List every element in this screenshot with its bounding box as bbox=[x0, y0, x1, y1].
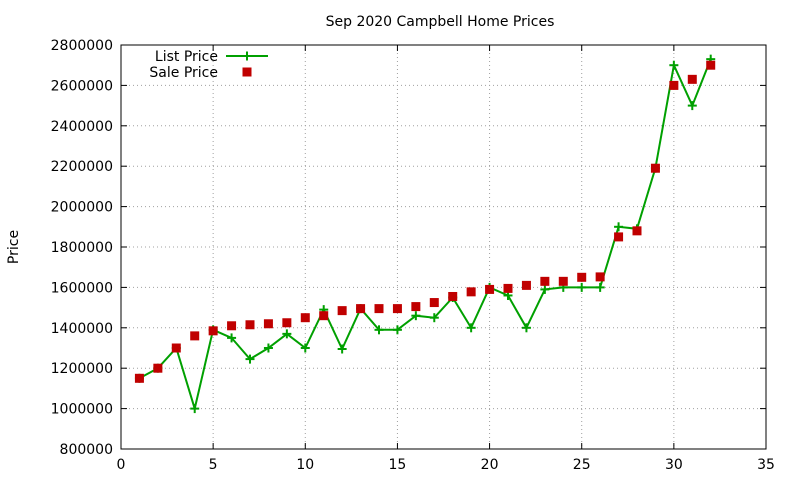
x-tick-label: 35 bbox=[757, 457, 775, 473]
x-tick-label: 15 bbox=[389, 457, 407, 473]
sale-price-point bbox=[300, 313, 310, 323]
list-price-point bbox=[190, 404, 200, 414]
legend-label-list-price: List Price bbox=[155, 49, 218, 65]
list-price-point bbox=[577, 282, 587, 292]
list-price-point bbox=[595, 282, 605, 292]
x-tick-label: 5 bbox=[209, 457, 218, 473]
list-price-line bbox=[138, 58, 712, 413]
x-tick-label: 30 bbox=[665, 457, 683, 473]
legend-marker-list-price bbox=[242, 51, 252, 61]
sale-price-point bbox=[171, 343, 181, 353]
list-price-point bbox=[282, 329, 292, 339]
sale-price-point bbox=[448, 291, 458, 301]
x-tick-label: 0 bbox=[117, 457, 126, 473]
y-tick-label: 2200000 bbox=[51, 159, 113, 175]
sale-price-point bbox=[429, 298, 439, 308]
sale-price-point bbox=[577, 272, 587, 282]
sale-price-point bbox=[411, 302, 421, 312]
y-axis: 800000 1000000 1200000 1400000 1600000 180000… bbox=[51, 38, 766, 458]
sale-price-point bbox=[227, 321, 237, 331]
sale-price-point bbox=[337, 306, 347, 316]
y-tick-label: 2400000 bbox=[51, 119, 113, 135]
series-lines bbox=[138, 58, 712, 413]
sale-price-point bbox=[392, 304, 402, 314]
y-tick-label: 1400000 bbox=[51, 321, 113, 337]
x-axis: 0 5 10 15 20 25 30 35 bbox=[117, 45, 775, 473]
sale-price-point bbox=[134, 373, 144, 383]
x-tick-label: 20 bbox=[481, 457, 499, 473]
legend-marker-sale-price bbox=[242, 67, 252, 77]
sale-price-point bbox=[595, 272, 605, 282]
y-tick-label: 1000000 bbox=[51, 402, 113, 418]
sale-price-point bbox=[669, 80, 679, 90]
y-tick-label: 1600000 bbox=[51, 280, 113, 296]
list-price-point bbox=[300, 343, 310, 353]
sale-price-point bbox=[558, 276, 568, 286]
sale-price-point bbox=[614, 232, 624, 242]
sale-price-point bbox=[521, 280, 531, 290]
y-tick-label: 800000 bbox=[60, 442, 113, 458]
sale-price-point bbox=[153, 363, 163, 373]
sale-price-point bbox=[540, 276, 550, 286]
sale-price-point bbox=[319, 311, 329, 321]
list-price-point bbox=[429, 313, 439, 323]
sale-price-point bbox=[245, 320, 255, 330]
list-price-point bbox=[245, 354, 255, 364]
list-price-point bbox=[392, 325, 402, 335]
list-price-point bbox=[337, 344, 347, 354]
sale-price-point bbox=[503, 283, 513, 293]
y-tick-label: 2800000 bbox=[51, 38, 113, 54]
sale-price-point bbox=[485, 284, 495, 294]
grid bbox=[121, 45, 766, 449]
series-points bbox=[134, 54, 716, 414]
list-price-point bbox=[411, 311, 421, 321]
sale-price-point bbox=[466, 287, 476, 297]
y-tick-label: 1800000 bbox=[51, 240, 113, 256]
sale-price-point bbox=[263, 319, 273, 329]
y-tick-label: 2600000 bbox=[51, 78, 113, 94]
sale-price-point bbox=[374, 304, 384, 314]
list-price-point bbox=[614, 222, 624, 232]
sale-price-point bbox=[208, 326, 218, 336]
list-price-point bbox=[669, 60, 679, 70]
sale-price-point bbox=[632, 226, 642, 236]
y-tick-label: 2000000 bbox=[51, 200, 113, 216]
list-price-point bbox=[374, 325, 384, 335]
y-axis-label: Price bbox=[6, 230, 22, 264]
sale-price-point bbox=[687, 74, 697, 84]
chart-title: Sep 2020 Campbell Home Prices bbox=[326, 14, 555, 30]
legend-label-sale-price: Sale Price bbox=[149, 65, 218, 81]
sale-price-point bbox=[282, 318, 292, 328]
sale-price-point bbox=[706, 60, 716, 70]
list-price-point bbox=[687, 101, 697, 111]
sale-price-point bbox=[190, 331, 200, 341]
list-price-point bbox=[263, 343, 273, 353]
x-tick-label: 25 bbox=[573, 457, 591, 473]
list-price-point bbox=[466, 323, 476, 333]
list-price-point bbox=[521, 323, 531, 333]
x-tick-label: 10 bbox=[296, 457, 314, 473]
y-tick-label: 1200000 bbox=[51, 361, 113, 377]
sale-price-point bbox=[650, 163, 660, 173]
list-price-point bbox=[227, 333, 237, 343]
list-price-point bbox=[540, 284, 550, 294]
sale-price-point bbox=[356, 304, 366, 314]
